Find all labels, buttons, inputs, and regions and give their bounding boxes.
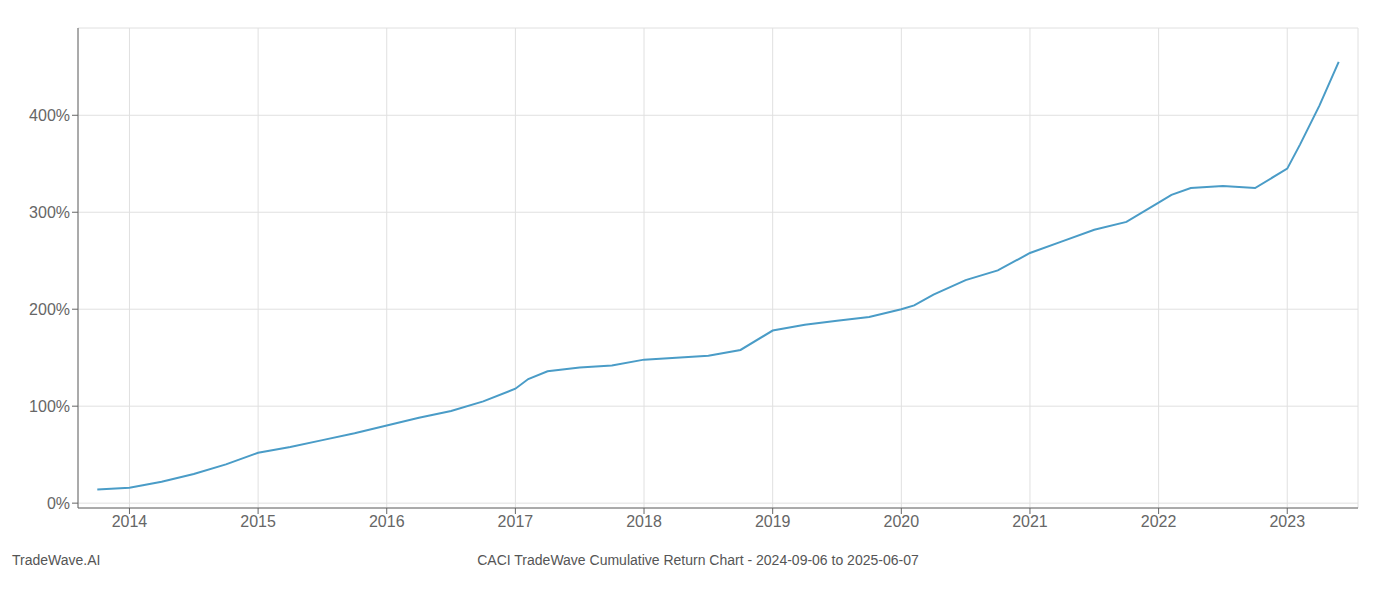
svg-text:2022: 2022 (1141, 513, 1177, 530)
svg-text:0%: 0% (47, 495, 70, 512)
svg-text:200%: 200% (29, 301, 70, 318)
svg-text:2017: 2017 (498, 513, 534, 530)
html-text:CACI TradeWave Cumulative Retu: CACI TradeWave Cumulative Return Chart -… (477, 552, 919, 568)
svg-text:2019: 2019 (755, 513, 791, 530)
svg-text:2014: 2014 (112, 513, 148, 530)
svg-text:2015: 2015 (240, 513, 276, 530)
svg-text:300%: 300% (29, 204, 70, 221)
svg-text:100%: 100% (29, 398, 70, 415)
html-text:TradeWave.AI: TradeWave.AI (12, 552, 101, 568)
svg-text:400%: 400% (29, 107, 70, 124)
svg-text:2023: 2023 (1269, 513, 1305, 530)
svg-text:2020: 2020 (884, 513, 920, 530)
svg-text:2016: 2016 (369, 513, 405, 530)
svg-text:2018: 2018 (626, 513, 662, 530)
svg-text:2021: 2021 (1012, 513, 1048, 530)
